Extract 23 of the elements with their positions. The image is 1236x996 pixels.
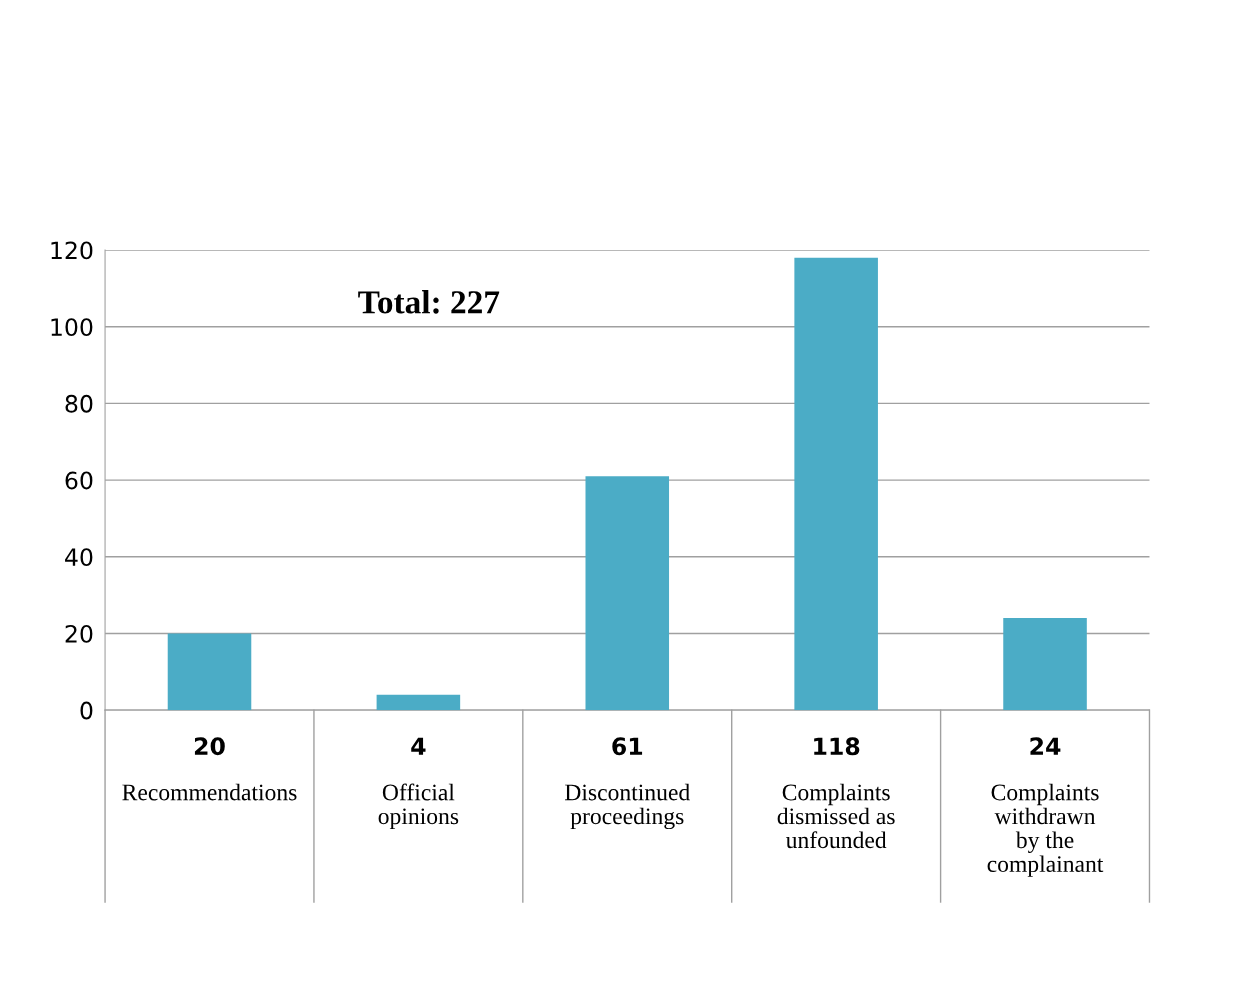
data-label: 118 [814, 737, 860, 756]
y-tick-label: 20 [65, 624, 93, 643]
bar [585, 476, 670, 711]
y-tick-label: 100 [51, 318, 93, 336]
x-tick-label: Complaints dismissed as unfounded [777, 783, 895, 849]
y-tick-label: 40 [65, 548, 93, 567]
x-tick-label: Discontinued proceedings [564, 783, 690, 830]
data-label: 4 [411, 737, 426, 755]
x-tick-label: Official opinions [378, 783, 459, 830]
bar [1003, 618, 1087, 711]
data-label: 24 [1030, 737, 1061, 755]
y-tick-label: 60 [65, 471, 93, 490]
y-tick-label: 0 [80, 701, 93, 720]
bar [794, 257, 878, 711]
x-tick-label: Complaints withdrawn by the complainant [987, 783, 1104, 877]
y-tick-label: 80 [65, 394, 93, 413]
x-tick-label: Recommendations [122, 783, 297, 801]
data-label: 61 [612, 737, 643, 756]
annotation: Total: 227 [358, 290, 500, 314]
bar [167, 633, 252, 711]
bar [376, 694, 461, 711]
y-tick-label: 120 [51, 241, 93, 260]
data-label: 20 [194, 737, 225, 756]
